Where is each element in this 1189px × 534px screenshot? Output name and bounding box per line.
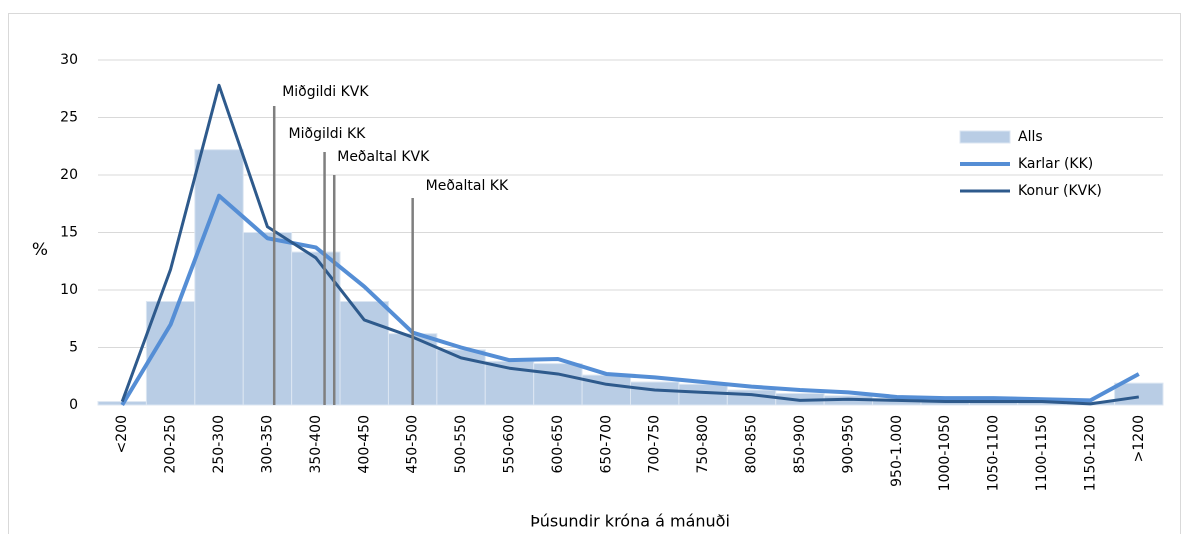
bar — [339, 301, 389, 406]
legend-label: Konur (KVK) — [1018, 183, 1102, 199]
x-tick-label: 850-900 — [792, 415, 808, 474]
x-tick-label: 750-800 — [695, 415, 711, 474]
line-series — [120, 83, 1140, 406]
bar — [194, 149, 244, 406]
x-tick-label: 700-750 — [647, 415, 663, 474]
x-tick-label: <200 — [114, 415, 130, 453]
annotation-label: Miðgildi KVK — [282, 84, 369, 100]
y-axis-title: % — [32, 240, 48, 260]
y-tick-label: 5 — [69, 340, 78, 356]
x-tick-label: 450-500 — [405, 415, 421, 474]
legend-label: Karlar (KK) — [1018, 156, 1093, 172]
x-tick-label: 550-600 — [501, 415, 517, 474]
legend-label: Alls — [1018, 129, 1043, 145]
bar — [436, 349, 486, 406]
bar — [1114, 382, 1164, 406]
bar — [242, 232, 293, 406]
y-tick-label: 0 — [69, 397, 78, 413]
x-tick-label: 800-850 — [744, 415, 760, 474]
x-tick-label: 1150-1200 — [1082, 415, 1098, 491]
bar — [291, 251, 341, 406]
x-tick-label: 350-400 — [308, 415, 324, 474]
y-tick-label: 15 — [60, 225, 78, 241]
x-tick-label: 900-950 — [840, 415, 856, 474]
x-tick-label: 1050-1100 — [986, 415, 1002, 491]
x-tick-label: 650-700 — [598, 415, 614, 474]
y-tick-label: 10 — [60, 282, 78, 298]
bar — [630, 381, 680, 406]
x-tick-label: 400-450 — [356, 415, 372, 474]
x-tick-label: 200-250 — [163, 415, 179, 474]
x-tick-label: 600-650 — [550, 415, 566, 474]
x-tick-label: 250-300 — [211, 415, 227, 474]
bar — [533, 363, 583, 406]
x-tick-label: 300-350 — [259, 415, 275, 474]
x-tick-label: 1100-1150 — [1034, 415, 1050, 491]
x-tick-label: 500-550 — [453, 415, 469, 474]
x-tick-label: >1200 — [1131, 415, 1147, 462]
x-axis-title: Þúsundir króna á mánuði — [530, 512, 730, 531]
y-tick-label: 30 — [60, 52, 78, 68]
y-tick-label: 25 — [60, 110, 78, 126]
legend-swatch — [959, 130, 1011, 144]
x-tick-label: 1000-1050 — [937, 415, 953, 491]
annotation-label: Meðaltal KVK — [337, 149, 430, 165]
x-tick-label: 950-1.000 — [889, 415, 905, 487]
annotation-label: Miðgildi KK — [289, 126, 367, 142]
annotation-label: Meðaltal KK — [426, 178, 509, 194]
y-tick-label: 20 — [60, 167, 78, 183]
chart-border — [8, 13, 1181, 534]
